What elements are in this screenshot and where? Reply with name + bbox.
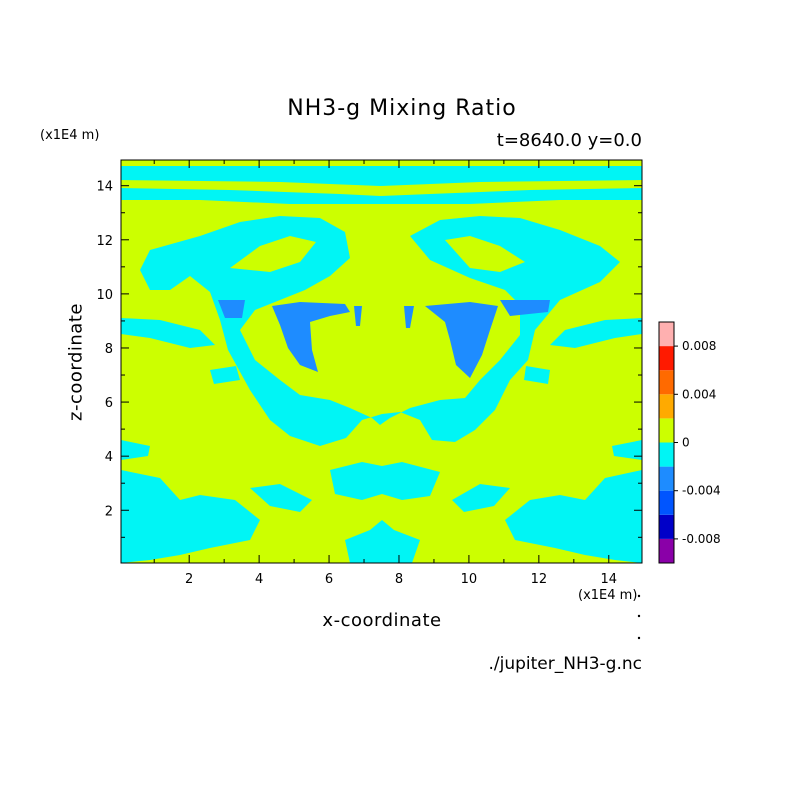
colorbar-tick-label: 0.008 [682,339,716,353]
contour-region [354,306,362,326]
plot-frame [120,159,643,564]
x-tick-label: 6 [325,572,333,587]
contour-region [140,216,620,446]
contour-region [218,300,245,318]
contour-field [121,160,642,563]
contour-region [500,300,550,316]
x-tick-label: 8 [395,572,403,587]
x-axis-unit: (x1E4 m) [578,588,638,603]
x-tick-label: 14 [601,572,618,587]
contour-region [121,188,642,204]
y-tick-label: 2 [105,504,113,519]
colorbar-tick-label: -0.004 [682,484,721,498]
contour-region [180,516,215,545]
contour-region [230,236,316,272]
y-tick-label: 4 [105,450,113,465]
contour-region [345,520,420,563]
colorbar-swatch [659,394,674,419]
contour-region [505,470,642,563]
chart-subtitle: t=8640.0 y=0.0 [496,130,642,151]
source-file-label: ./jupiter_NH3-g.nc [488,654,642,674]
y-axis-unit: (x1E4 m) [40,128,100,143]
contour-region [452,484,510,512]
contour-region [445,236,525,272]
contour-region [210,366,240,384]
x-axis: 2 4 6 8 10 12 14 [153,160,618,587]
colorbar-tick-label: 0 [682,436,690,450]
x-tick-label: 12 [531,572,548,587]
colorbar-swatch [659,490,674,515]
contour-region [121,440,150,460]
contour-region [330,462,440,500]
contour-region [425,302,498,378]
colorbar: -0.008 -0.004 0 0.004 0.008 [658,321,721,564]
colorbar-swatch [659,514,674,539]
y-tick-label: 6 [105,396,113,411]
chart-title: NH3-g Mixing Ratio [287,96,517,121]
colorbar-swatch [659,322,674,347]
contour-region [345,254,420,300]
colorbar-swatch [659,346,674,371]
colorbar-swatch [659,442,674,467]
y-tick-label: 12 [96,234,113,249]
contour-region [121,318,215,348]
contour-region [121,166,642,186]
contour-region [272,302,350,372]
y-tick-label: 8 [105,342,113,357]
x-axis-label: x-coordinate [322,610,442,631]
y-tick-label: 14 [96,180,113,195]
contour-region [550,318,642,348]
contour-region [546,516,580,545]
contour-region [404,306,414,328]
x-tick-label: 4 [255,572,263,587]
colorbar-swatch [659,370,674,395]
x-tick-label: 2 [185,572,193,587]
contour-region [612,440,642,460]
colorbar-swatch [659,418,674,443]
axis-unit-markers [637,594,641,640]
y-tick-label: 10 [96,288,113,303]
contour-region [524,366,550,384]
y-axis: 2 4 6 8 10 12 14 [96,180,642,538]
contour-region [121,470,260,563]
colorbar-tick-label: 0.004 [682,387,716,401]
colorbar-swatch [659,466,674,491]
x-tick-label: 10 [461,572,478,587]
colorbar-swatch [659,538,674,563]
colorbar-tick-label: -0.008 [682,532,721,546]
contour-region [250,484,312,512]
